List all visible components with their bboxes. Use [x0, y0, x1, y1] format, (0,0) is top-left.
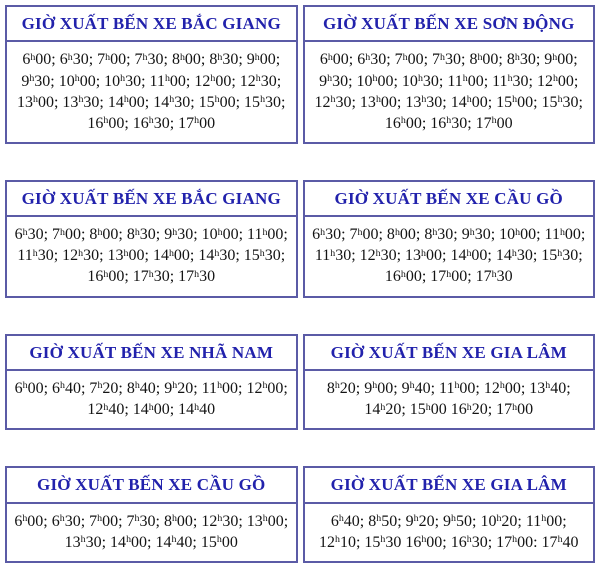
- timetable-title: GIỜ XUẤT BẾN XE NHÃ NAM: [7, 336, 296, 371]
- timetable-title: GIỜ XUẤT BẾN XE CẦU GỒ: [7, 468, 296, 504]
- departure-times: 6h40; 8h50; 9h20; 9h50; 10h20; 11h00; 12…: [318, 512, 579, 551]
- timetable-title: GIỜ XUẤT BẾN XE GIA LÂM: [304, 336, 593, 371]
- timetable-row-3: GIỜ XUẤT BẾN XE NHÃ NAM 6h00; 6h40; 7h20…: [5, 333, 595, 431]
- timetable-row-4: GIỜ XUẤT BẾN XE CẦU GỒ 6h00; 6h30; 7h00;…: [5, 466, 595, 563]
- timetable-card-cau-go-1: GIỜ XUẤT BẾN XE CẦU GỒ 6h30; 7h00; 8h00;…: [302, 179, 595, 298]
- departure-times: 6h00; 6h40; 7h20; 8h40; 9h20; 11h00; 12h…: [14, 379, 288, 419]
- timetable-row-2: GIỜ XUẤT BẾN XE BẮC GIANG 6h30; 7h00; 8h…: [5, 179, 595, 298]
- timetable-card-bac-giang-2: GIỜ XUẤT BẾN XE BẮC GIANG 6h30; 7h00; 8h…: [5, 179, 298, 298]
- departure-times: 6h30; 7h00; 8h00; 8h30; 9h30; 10h00; 11h…: [312, 226, 586, 286]
- departure-times: 6h00; 6h30; 7h00; 7h30; 8h00; 12h30; 13h…: [14, 512, 289, 551]
- departure-times: 6h00; 6h30; 7h00; 7h30; 8h00; 8h30; 9h00…: [314, 51, 583, 132]
- departure-times: 6h30; 7h00; 8h00; 8h30; 9h30; 10h00; 11h…: [14, 226, 288, 286]
- timetable-card-bac-giang-1: GIỜ XUẤT BẾN XE BẮC GIANG 6h00; 6h30; 7h…: [5, 5, 298, 144]
- departure-times: 8h20; 9h00; 9h40; 11h00; 12h00; 13h40; 1…: [326, 379, 571, 419]
- timetable-title: GIỜ XUẤT BẾN XE BẮC GIANG: [7, 7, 296, 43]
- timetable-card-gia-lam-2: GIỜ XUẤT BẾN XE GIA LÂM 6h40; 8h50; 9h20…: [302, 466, 595, 563]
- timetable-title: GIỜ XUẤT BẾN XE BẮC GIANG: [7, 182, 296, 218]
- timetable-card-gia-lam-1: GIỜ XUẤT BẾN XE GIA LÂM 8h20; 9h00; 9h40…: [302, 333, 595, 431]
- timetable-title: GIỜ XUẤT BẾN XE SƠN ĐỘNG: [304, 7, 593, 43]
- timetable-card-son-dong: GIỜ XUẤT BẾN XE SƠN ĐỘNG 6h00; 6h30; 7h0…: [302, 5, 595, 144]
- timetable-card-cau-go-2: GIỜ XUẤT BẾN XE CẦU GỒ 6h00; 6h30; 7h00;…: [5, 466, 298, 563]
- timetable-title: GIỜ XUẤT BẾN XE CẦU GỒ: [304, 182, 593, 218]
- timetable-title: GIỜ XUẤT BẾN XE GIA LÂM: [304, 468, 593, 504]
- departure-times: 6h00; 6h30; 7h00; 7h30; 8h00; 8h30; 9h00…: [17, 51, 286, 132]
- timetable-row-1: GIỜ XUẤT BẾN XE BẮC GIANG 6h00; 6h30; 7h…: [5, 5, 595, 144]
- timetable-card-nha-nam: GIỜ XUẤT BẾN XE NHÃ NAM 6h00; 6h40; 7h20…: [5, 333, 298, 431]
